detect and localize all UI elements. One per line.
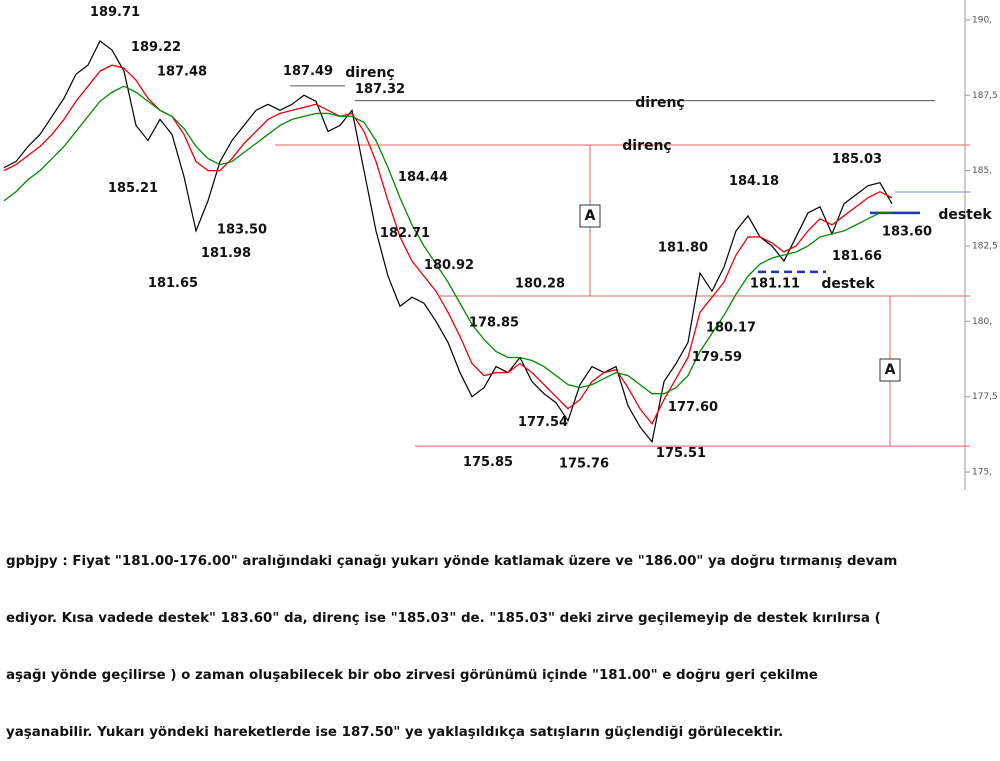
y-tick-label: 177,5	[972, 392, 998, 402]
price-label: 175.51	[656, 446, 706, 461]
price-label: 178.85	[469, 315, 519, 330]
price-label: 180.92	[424, 258, 474, 273]
annotation: direnç	[345, 65, 395, 81]
price-label: 183.60	[882, 224, 932, 239]
annotation: destek	[821, 276, 875, 292]
price-label: 187.48	[157, 64, 207, 79]
caption-line: ediyor. Kısa vadede destek" 183.60" da, …	[6, 611, 881, 626]
price-line	[3, 40, 893, 444]
price-label: 181.80	[658, 241, 708, 256]
caption-line: aşağı yönde geçilirse ) o zaman oluşabil…	[6, 668, 818, 683]
price-label: 180.17	[706, 321, 756, 336]
price-label: 175.76	[559, 457, 609, 472]
price-label: 177.54	[518, 415, 568, 430]
price-label: 175.85	[463, 455, 513, 470]
price-label: 185.21	[108, 181, 158, 196]
y-tick-label: 175,	[972, 468, 992, 478]
price-label: 185.03	[832, 152, 882, 167]
price-label: 181.11	[750, 276, 800, 291]
price-label: 187.32	[355, 82, 405, 97]
moving-average	[3, 85, 892, 395]
annotation-box	[879, 358, 901, 382]
annotation: A	[885, 362, 896, 378]
annotation: direnç	[622, 138, 672, 154]
price-label: 184.44	[398, 170, 448, 185]
annotation: A	[585, 208, 596, 224]
price-label: 187.49	[283, 64, 333, 79]
y-tick-label: 187,5	[972, 91, 998, 101]
annotation-box	[579, 204, 601, 228]
price-label: 184.18	[729, 174, 779, 189]
y-tick-label: 190,	[972, 15, 992, 25]
price-label: 182.71	[380, 226, 430, 241]
y-tick-label: 180,	[972, 317, 992, 327]
price-label: 189.71	[90, 5, 140, 20]
price-label: 180.28	[515, 276, 565, 291]
chart: 175, 177,5 180, 182,5 185, 187,5 190, 189.71 189…	[3, 0, 998, 490]
price-label: 179.59	[692, 350, 742, 365]
price-label: 189.22	[131, 40, 181, 55]
price-label: 181.65	[148, 276, 198, 291]
price-label: 177.60	[668, 400, 718, 415]
moving-average	[3, 64, 893, 426]
price-label: 183.50	[217, 222, 267, 237]
annotation: direnç	[635, 95, 685, 111]
price-label: 181.98	[201, 246, 251, 261]
caption-line: yaşanabilir. Yukarı yöndeki hareketlerde…	[6, 725, 784, 740]
caption-line: gpbjpy : Fiyat "181.00-176.00" aralığınd…	[6, 554, 898, 569]
y-tick-label: 185,	[972, 166, 992, 176]
annotation: destek	[938, 207, 992, 223]
caption: gpbjpy : Fiyat "181.00-176.00" aralığınd…	[6, 514, 897, 761]
y-tick-label: 182,5	[972, 241, 998, 251]
page: 175, 177,5 180, 182,5 185, 187,5 190, 189.71 189…	[3, 0, 998, 740]
price-label: 181.66	[832, 249, 882, 264]
